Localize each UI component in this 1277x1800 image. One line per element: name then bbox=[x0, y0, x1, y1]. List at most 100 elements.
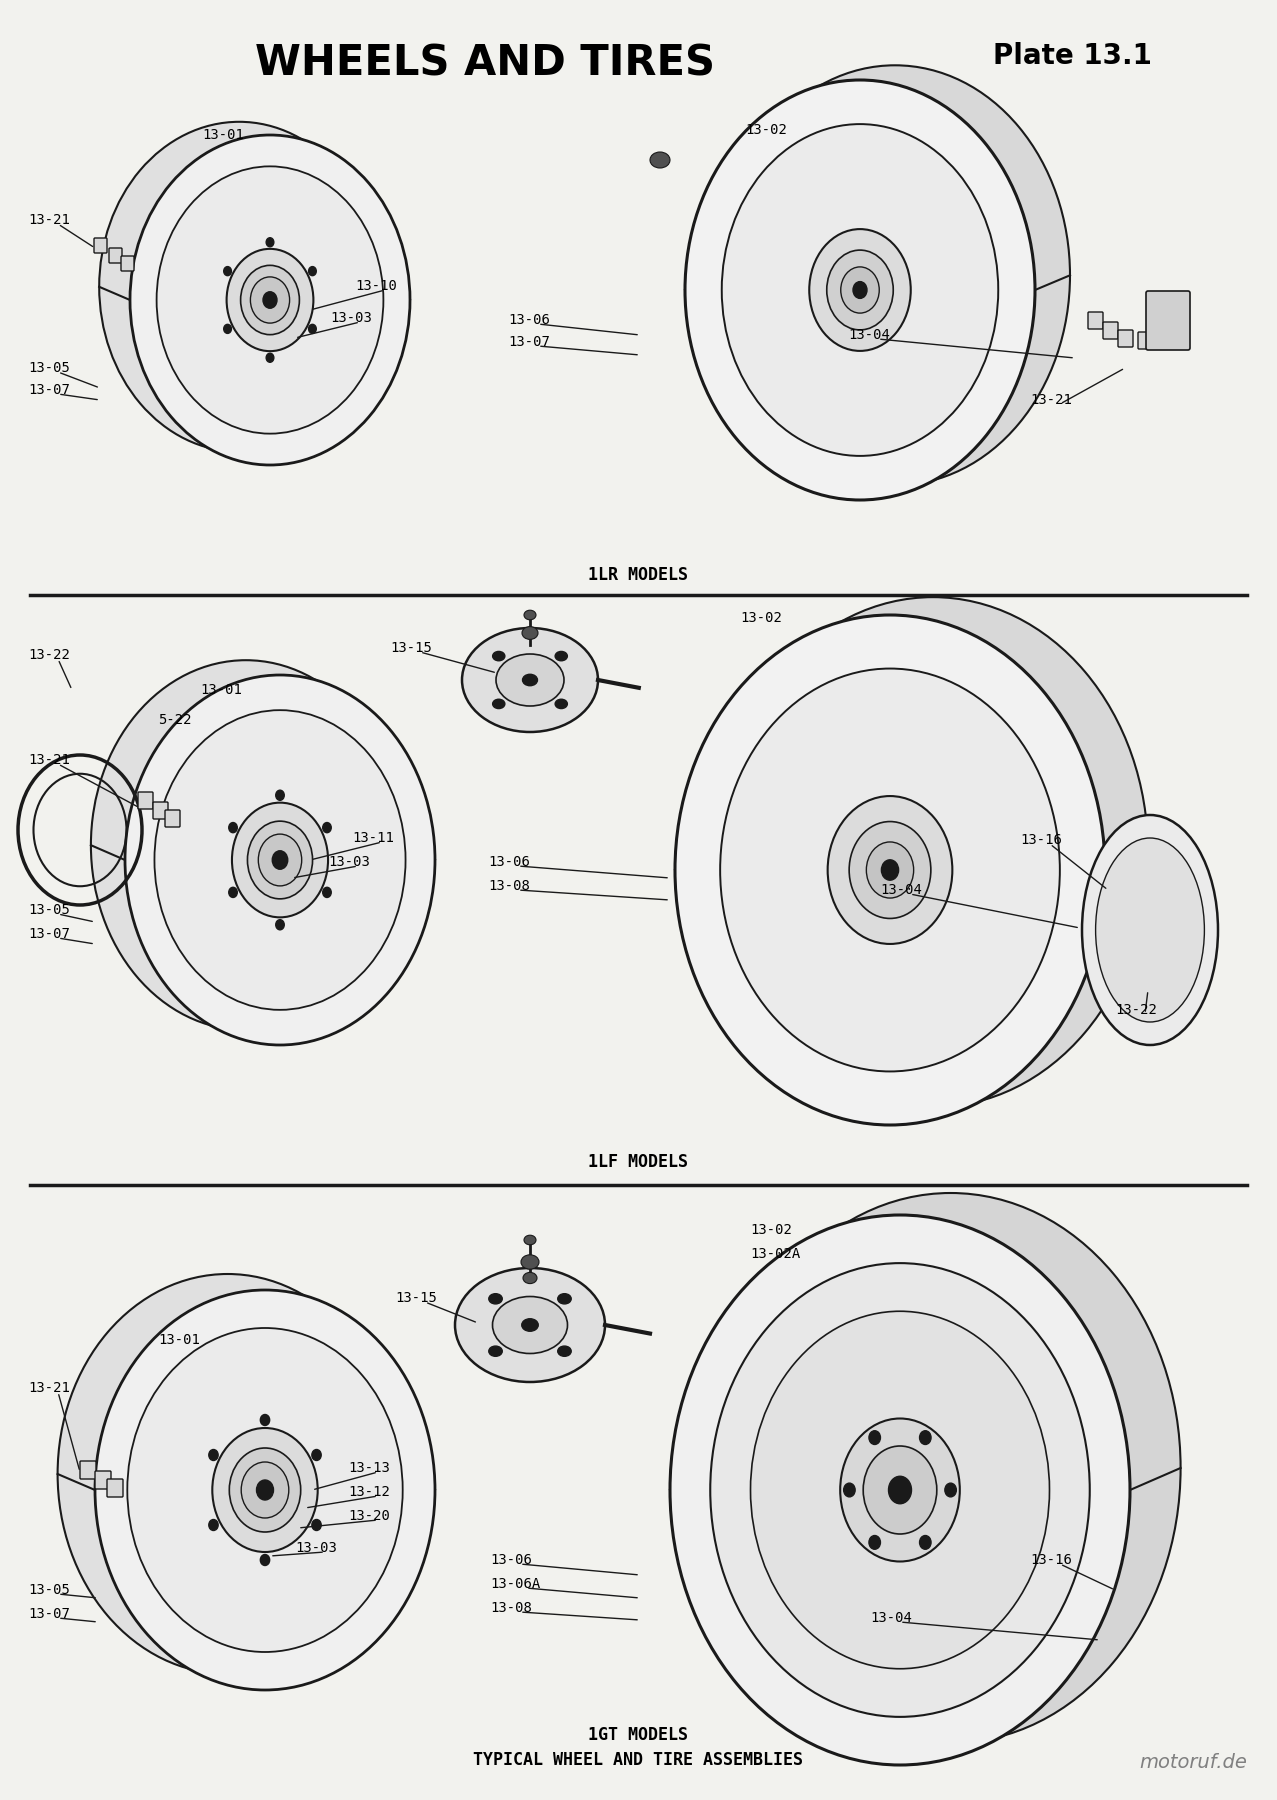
Ellipse shape bbox=[751, 1310, 1050, 1669]
Ellipse shape bbox=[493, 652, 504, 661]
Ellipse shape bbox=[94, 1291, 435, 1690]
Text: 13-02: 13-02 bbox=[750, 1222, 792, 1237]
Ellipse shape bbox=[223, 324, 231, 333]
FancyBboxPatch shape bbox=[109, 248, 123, 263]
Text: 1GT MODELS: 1GT MODELS bbox=[587, 1726, 688, 1744]
Text: 13-02: 13-02 bbox=[739, 610, 782, 625]
Ellipse shape bbox=[676, 616, 1105, 1125]
FancyBboxPatch shape bbox=[138, 792, 153, 808]
Ellipse shape bbox=[240, 265, 299, 335]
FancyBboxPatch shape bbox=[107, 1480, 123, 1498]
Ellipse shape bbox=[248, 821, 313, 898]
Ellipse shape bbox=[826, 250, 893, 329]
Text: 13-04: 13-04 bbox=[870, 1611, 912, 1625]
Text: 13-16: 13-16 bbox=[1031, 1553, 1071, 1568]
Text: 13-21: 13-21 bbox=[1031, 392, 1071, 407]
Text: 13-01: 13-01 bbox=[202, 128, 244, 142]
Text: 13-21: 13-21 bbox=[28, 752, 70, 767]
Ellipse shape bbox=[241, 1462, 289, 1517]
Text: 13-13: 13-13 bbox=[349, 1462, 389, 1474]
Text: 13-05: 13-05 bbox=[28, 1582, 70, 1597]
Ellipse shape bbox=[323, 887, 331, 898]
Ellipse shape bbox=[226, 248, 313, 351]
Ellipse shape bbox=[555, 698, 567, 709]
Ellipse shape bbox=[555, 652, 567, 661]
Ellipse shape bbox=[522, 1319, 538, 1332]
Ellipse shape bbox=[720, 1193, 1181, 1742]
Ellipse shape bbox=[250, 277, 290, 324]
Text: 13-11: 13-11 bbox=[352, 832, 393, 844]
Ellipse shape bbox=[720, 668, 1060, 1071]
Text: 1LR MODELS: 1LR MODELS bbox=[587, 565, 688, 583]
Ellipse shape bbox=[844, 1483, 856, 1498]
Text: 13-03: 13-03 bbox=[329, 311, 372, 326]
Text: 13-15: 13-15 bbox=[395, 1291, 437, 1305]
FancyBboxPatch shape bbox=[1138, 331, 1153, 349]
Ellipse shape bbox=[863, 1445, 937, 1534]
Ellipse shape bbox=[493, 698, 504, 709]
Ellipse shape bbox=[840, 266, 880, 313]
Ellipse shape bbox=[489, 1294, 502, 1303]
Ellipse shape bbox=[919, 1431, 931, 1444]
Ellipse shape bbox=[919, 1535, 931, 1550]
Text: TYPICAL WHEEL AND TIRE ASSEMBLIES: TYPICAL WHEEL AND TIRE ASSEMBLIES bbox=[472, 1751, 803, 1769]
Ellipse shape bbox=[670, 1215, 1130, 1766]
Ellipse shape bbox=[945, 1483, 956, 1498]
Ellipse shape bbox=[720, 65, 1070, 486]
Text: 13-05: 13-05 bbox=[28, 362, 70, 374]
Ellipse shape bbox=[495, 653, 564, 706]
Ellipse shape bbox=[157, 166, 383, 434]
Ellipse shape bbox=[266, 238, 273, 247]
Ellipse shape bbox=[263, 292, 277, 308]
Ellipse shape bbox=[889, 1476, 912, 1503]
Text: 13-03: 13-03 bbox=[328, 855, 370, 869]
Ellipse shape bbox=[128, 1328, 402, 1652]
Ellipse shape bbox=[558, 1294, 571, 1303]
Text: 13-01: 13-01 bbox=[158, 1334, 200, 1346]
Text: 13-15: 13-15 bbox=[389, 641, 432, 655]
Text: Plate 13.1: Plate 13.1 bbox=[994, 41, 1152, 70]
Ellipse shape bbox=[230, 1447, 300, 1532]
Ellipse shape bbox=[312, 1519, 322, 1530]
Ellipse shape bbox=[261, 1415, 269, 1426]
Ellipse shape bbox=[272, 851, 287, 869]
FancyBboxPatch shape bbox=[94, 1471, 111, 1489]
Text: 13-06: 13-06 bbox=[490, 1553, 533, 1568]
Text: 13-04: 13-04 bbox=[880, 884, 922, 896]
Text: 13-06: 13-06 bbox=[488, 855, 530, 869]
FancyBboxPatch shape bbox=[1145, 292, 1190, 349]
Ellipse shape bbox=[232, 803, 328, 918]
FancyBboxPatch shape bbox=[1088, 311, 1103, 329]
Text: 5-22: 5-22 bbox=[158, 713, 192, 727]
Ellipse shape bbox=[710, 1264, 1089, 1717]
Ellipse shape bbox=[309, 324, 317, 333]
Ellipse shape bbox=[558, 1346, 571, 1357]
Text: 1LF MODELS: 1LF MODELS bbox=[587, 1154, 688, 1172]
Ellipse shape bbox=[840, 1418, 960, 1561]
Text: 13-02A: 13-02A bbox=[750, 1247, 801, 1262]
Text: 13-07: 13-07 bbox=[28, 383, 70, 398]
FancyBboxPatch shape bbox=[94, 238, 107, 254]
Ellipse shape bbox=[866, 842, 913, 898]
Ellipse shape bbox=[868, 1535, 880, 1550]
Ellipse shape bbox=[212, 1427, 318, 1552]
Ellipse shape bbox=[229, 887, 238, 898]
Ellipse shape bbox=[1096, 839, 1204, 1022]
Text: 13-03: 13-03 bbox=[295, 1541, 337, 1555]
Ellipse shape bbox=[276, 920, 285, 931]
Ellipse shape bbox=[258, 833, 301, 886]
FancyBboxPatch shape bbox=[165, 810, 180, 826]
Ellipse shape bbox=[650, 151, 670, 167]
Text: 13-08: 13-08 bbox=[490, 1600, 533, 1615]
Ellipse shape bbox=[209, 1519, 218, 1530]
Ellipse shape bbox=[125, 675, 435, 1046]
Ellipse shape bbox=[155, 711, 406, 1010]
Text: 13-12: 13-12 bbox=[349, 1485, 389, 1499]
Ellipse shape bbox=[57, 1274, 397, 1674]
Ellipse shape bbox=[312, 1449, 322, 1460]
Text: 13-10: 13-10 bbox=[355, 279, 397, 293]
Ellipse shape bbox=[309, 266, 317, 275]
Ellipse shape bbox=[130, 135, 410, 464]
Ellipse shape bbox=[868, 1431, 880, 1444]
Ellipse shape bbox=[261, 1555, 269, 1566]
